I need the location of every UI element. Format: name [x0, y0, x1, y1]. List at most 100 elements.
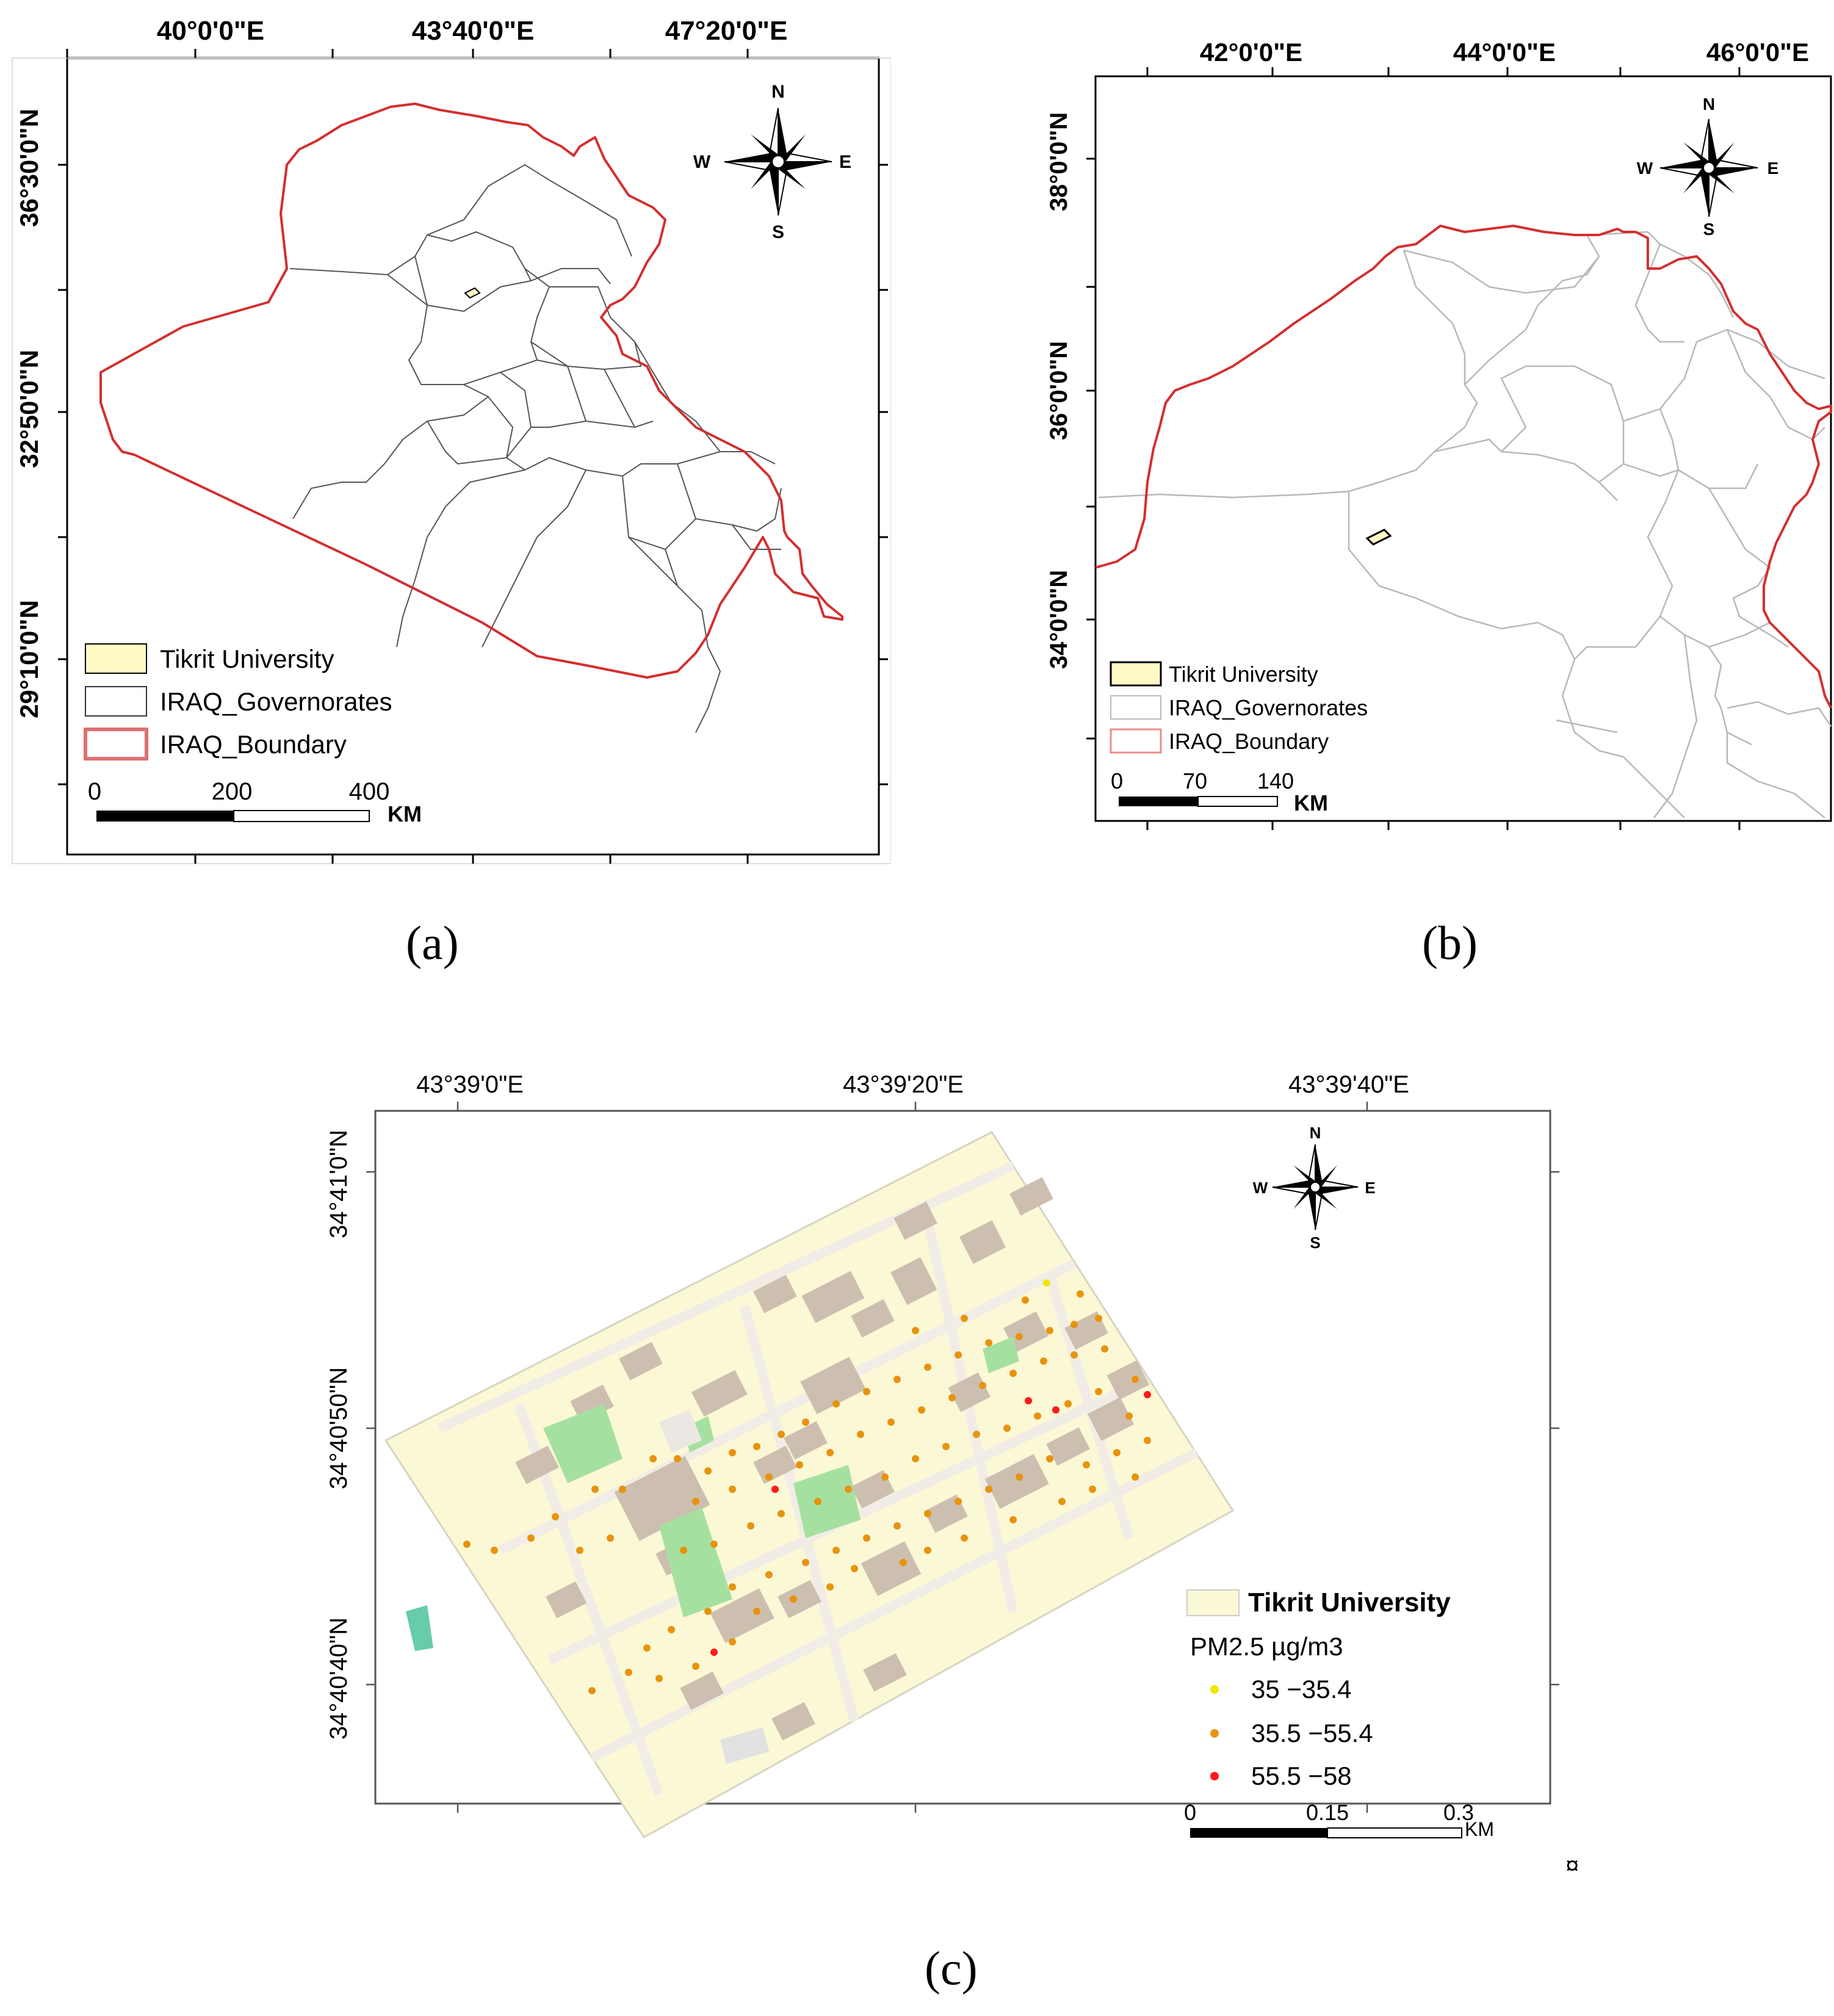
- svg-text:0: 0: [88, 778, 101, 805]
- pm25-point: [955, 1498, 962, 1505]
- pm25-point: [729, 1486, 736, 1493]
- governorate-lines: [289, 164, 782, 733]
- pm25-point: [863, 1388, 870, 1395]
- pm25-point: [973, 1431, 980, 1438]
- pm25-point: [591, 1486, 599, 1493]
- tikrit-university-marker: [1365, 529, 1392, 546]
- legend-swatch: [1210, 1772, 1219, 1780]
- pm25-point: [1089, 1486, 1096, 1493]
- pm25-point: [655, 1675, 663, 1682]
- pm25-point: [924, 1510, 931, 1517]
- pm25-point: [692, 1498, 699, 1505]
- svg-text:KM: KM: [388, 801, 422, 826]
- pm25-point: [619, 1486, 626, 1493]
- pm25-point: [765, 1571, 773, 1578]
- lat-label: 36°30'0"N: [15, 109, 43, 227]
- compass-n-label: N: [1703, 95, 1715, 114]
- pm25-point: [887, 1418, 895, 1426]
- compass-w-label: W: [1637, 159, 1653, 178]
- pm25-point: [588, 1687, 596, 1694]
- panel-c-map: 43°39'0"E 43°39'20"E 43°39'40"E 34°41'0"…: [325, 1071, 1579, 1879]
- pm25-point: [924, 1547, 931, 1554]
- pm25-point: [771, 1486, 779, 1493]
- pm25-point: [961, 1534, 968, 1542]
- map-area: [12, 57, 891, 864]
- lon-label: 43°39'20"E: [843, 1071, 964, 1098]
- pm25-point: [942, 1443, 950, 1450]
- pm25-point: [979, 1382, 986, 1389]
- pm25-point: [857, 1431, 864, 1438]
- panel-a-caption: (a): [406, 916, 459, 969]
- pm25-point: [894, 1376, 901, 1383]
- panel-b-caption: (b): [1422, 916, 1478, 969]
- pm25-point: [1113, 1449, 1121, 1456]
- pm25-point: [649, 1455, 657, 1462]
- lon-label: 42°0'0"E: [1200, 38, 1302, 67]
- compass-n-label: N: [1310, 1124, 1321, 1142]
- green-spaces: [543, 1337, 1019, 1617]
- pm25-point: [527, 1534, 535, 1542]
- pm25-point: [576, 1547, 583, 1554]
- svg-text:140: 140: [1257, 768, 1294, 793]
- pm25-point: [765, 1473, 773, 1481]
- pm25-point: [625, 1669, 632, 1676]
- parking-area: [720, 1727, 769, 1764]
- pm25-point: [948, 1394, 956, 1401]
- pm25-point: [1040, 1357, 1047, 1365]
- pm25-point: [1070, 1321, 1078, 1328]
- lat-label: 34°41'0"N: [325, 1130, 352, 1238]
- legend-label: IRAQ_Governorates: [1169, 695, 1368, 720]
- pm25-point: [1034, 1412, 1041, 1420]
- pm25-point: [1025, 1397, 1032, 1404]
- compass-e-label: E: [839, 152, 851, 172]
- lon-label: 46°0'0"E: [1706, 38, 1809, 67]
- svg-text:0.15: 0.15: [1306, 1800, 1349, 1825]
- lon-label: 40°0'0"E: [157, 16, 264, 46]
- legend-label: 35 −35.4: [1251, 1675, 1352, 1703]
- pm25-point: [668, 1626, 675, 1633]
- lat-label: 32°50'0"N: [15, 350, 43, 468]
- pm25-point: [463, 1541, 471, 1548]
- pm25-point: [1132, 1473, 1139, 1481]
- pm25-point: [778, 1510, 785, 1517]
- compass-e-label: E: [1767, 159, 1779, 178]
- compass-rose: [724, 107, 832, 216]
- pm25-title: PM2.5 µg/m3: [1190, 1632, 1343, 1661]
- pm25-point: [1003, 1425, 1011, 1432]
- graticule-ticks: [58, 49, 888, 864]
- pm25-point: [1016, 1473, 1023, 1481]
- pm25-point: [845, 1486, 852, 1493]
- svg-text:0: 0: [1111, 768, 1123, 793]
- compass-s-label: S: [1310, 1234, 1320, 1252]
- governorate-lines: [1098, 231, 1832, 818]
- compass-s-label: S: [772, 222, 784, 242]
- pm25-point: [863, 1534, 870, 1542]
- pm25-point: [961, 1315, 968, 1322]
- pm25-point: [1070, 1351, 1078, 1359]
- pm25-point: [1043, 1279, 1050, 1287]
- iraq-boundary: [1095, 225, 1832, 709]
- pm25-point: [814, 1498, 821, 1505]
- lat-label: 38°0'0"N: [1045, 112, 1072, 211]
- scale-bar: 0 70 140 KM: [1111, 768, 1328, 815]
- tikrit-university-marker: [464, 287, 481, 299]
- legend-label: IRAQ_Boundary: [160, 730, 347, 759]
- lon-label: 43°39'40"E: [1288, 1071, 1409, 1098]
- pm25-point: [881, 1473, 889, 1481]
- pm25-point: [1144, 1437, 1151, 1444]
- panel-a-map: 40°0'0"E 43°40'0"E 47°20'0"E 36°30'0"N 3…: [12, 16, 891, 864]
- svg-text:KM: KM: [1465, 1818, 1494, 1840]
- water-feature: [406, 1605, 433, 1651]
- compass-e-label: E: [1365, 1179, 1375, 1197]
- iraq-boundary: [99, 103, 843, 679]
- panel-c-caption: (c): [925, 1942, 978, 1995]
- pm25-point: [704, 1467, 712, 1475]
- legend-label: Tikrit University: [160, 645, 334, 673]
- pm25-points: [463, 1279, 1151, 1694]
- pm25-point: [1077, 1290, 1084, 1298]
- pm25-point: [1095, 1388, 1102, 1395]
- lon-label: 44°0'0"E: [1453, 38, 1556, 67]
- pm25-point: [1125, 1412, 1133, 1420]
- compass-w-label: W: [693, 152, 711, 172]
- compass-s-label: S: [1703, 220, 1715, 239]
